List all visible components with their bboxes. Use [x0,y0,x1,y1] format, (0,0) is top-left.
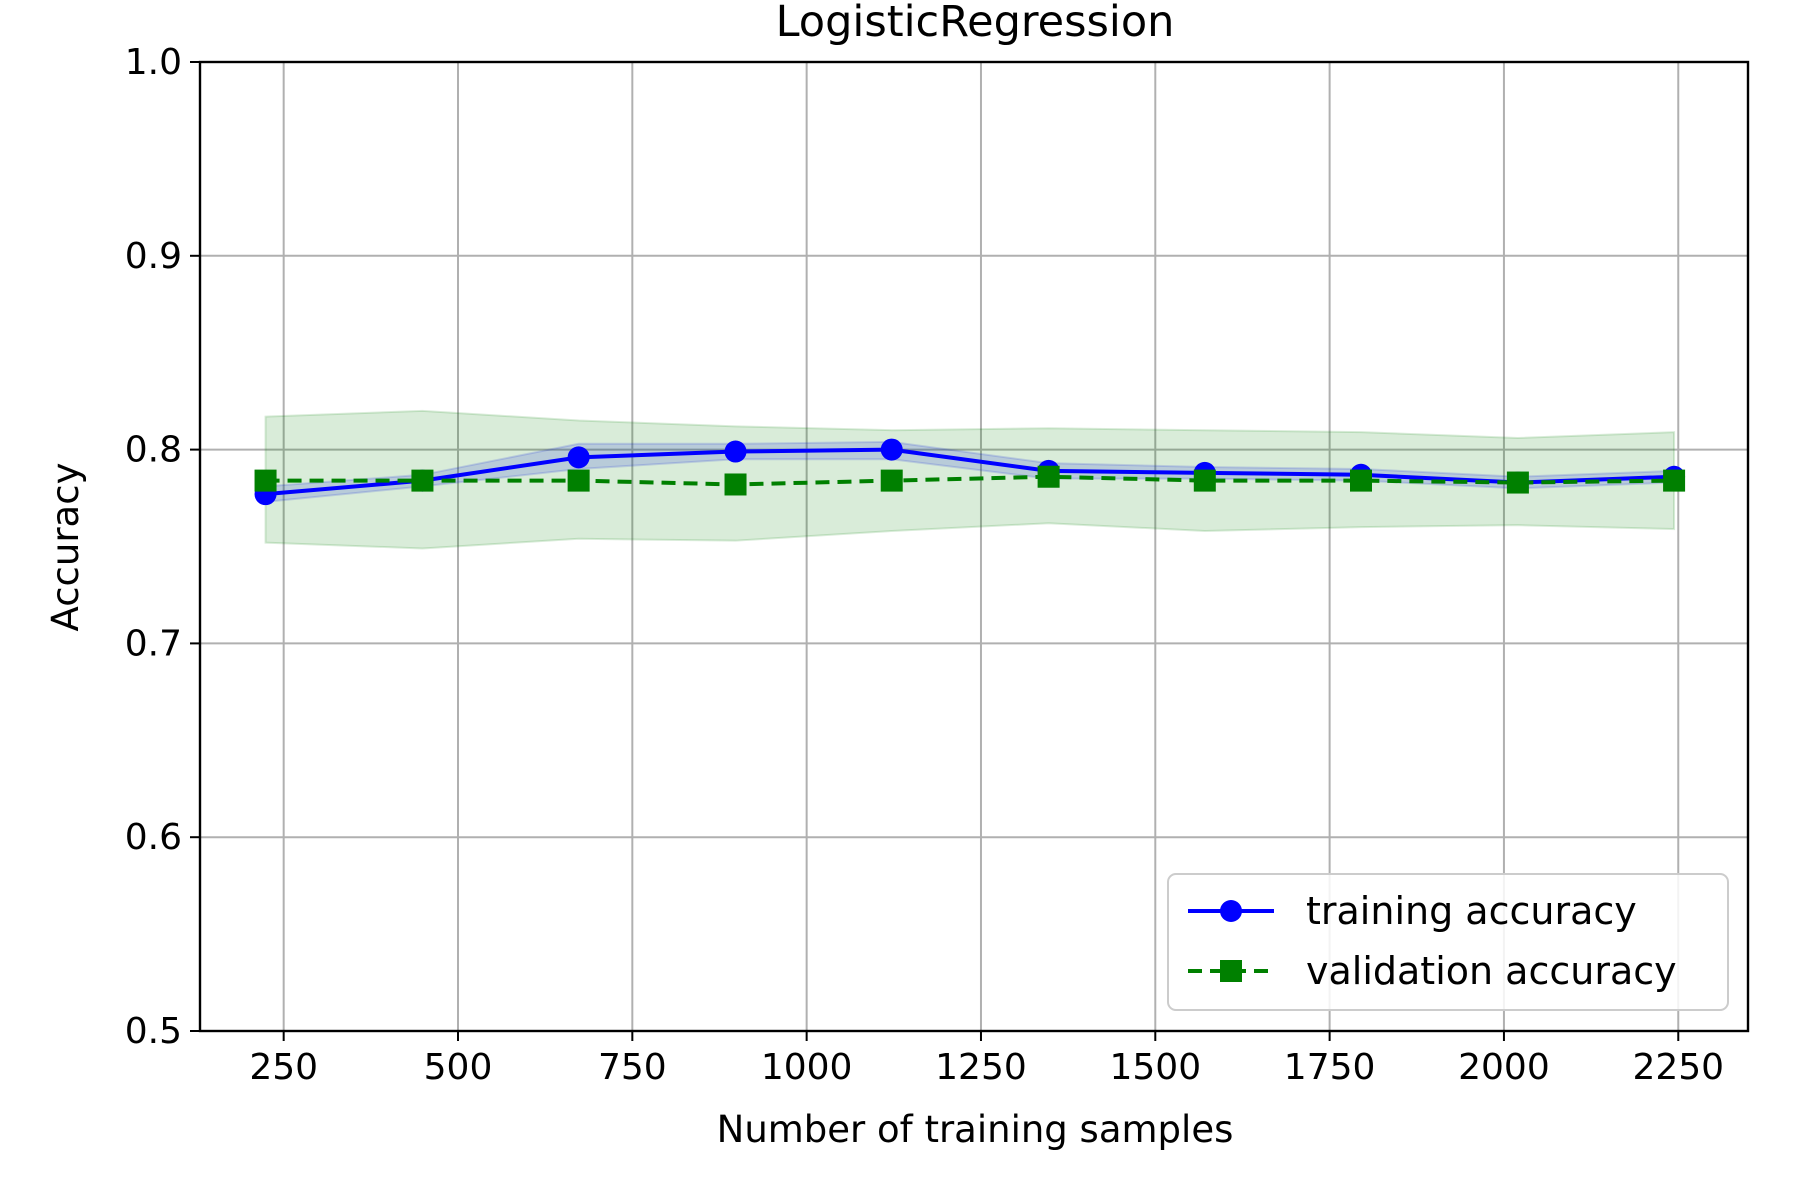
y-axis-label: Accuracy [44,463,87,632]
y-tick-label: 0.9 [125,236,182,277]
legend-marker-validation [1220,960,1242,982]
x-tick-label: 1500 [1109,1047,1201,1088]
point-validation [724,473,747,496]
grid-lines [200,61,1748,1032]
x-tick-label: 500 [424,1047,493,1088]
legend: training accuracy validation accuracy [1167,873,1729,1011]
point-validation [1663,469,1686,492]
legend-label-validation: validation accuracy [1306,949,1677,993]
chart-title: LogisticRegression [776,0,1175,47]
legend-box [1167,873,1729,1011]
point-validation [1037,465,1060,488]
x-tick-label: 1000 [761,1047,853,1088]
x-tick-label: 250 [249,1047,318,1088]
point-training [567,446,590,469]
plot-frame [198,60,1750,1033]
x-axis-ticks: 250 500 750 1000 1250 1500 1750 2000 2250 [249,1031,1724,1088]
y-tick-label: 0.6 [125,817,182,858]
y-tick-label: 0.5 [125,1011,182,1052]
line-validation [265,474,1675,487]
point-validation [880,469,903,492]
y-tick-label: 1.0 [125,42,182,83]
point-training [880,438,903,461]
series-markers [254,438,1686,506]
point-validation [411,469,434,492]
y-axis-ticks: 0.5 0.6 0.7 0.8 0.9 1.0 [125,42,200,1052]
x-axis-label: Number of training samples [717,1108,1234,1151]
point-training [724,440,747,463]
x-tick-label: 2250 [1632,1047,1724,1088]
point-validation [567,469,590,492]
point-validation [1506,471,1529,494]
point-validation [1193,469,1216,492]
y-tick-label: 0.7 [125,623,182,664]
x-tick-label: 750 [598,1047,667,1088]
x-tick-label: 2000 [1458,1047,1550,1088]
series-lines [265,447,1675,497]
point-validation [1350,469,1372,492]
x-tick-label: 1750 [1284,1047,1376,1088]
line-training [265,447,1675,497]
point-validation [254,469,277,492]
legend-marker-training [1220,900,1242,922]
x-tick-label: 1250 [935,1047,1027,1088]
y-tick-label: 0.8 [125,430,182,471]
legend-label-training: training accuracy [1306,889,1637,933]
